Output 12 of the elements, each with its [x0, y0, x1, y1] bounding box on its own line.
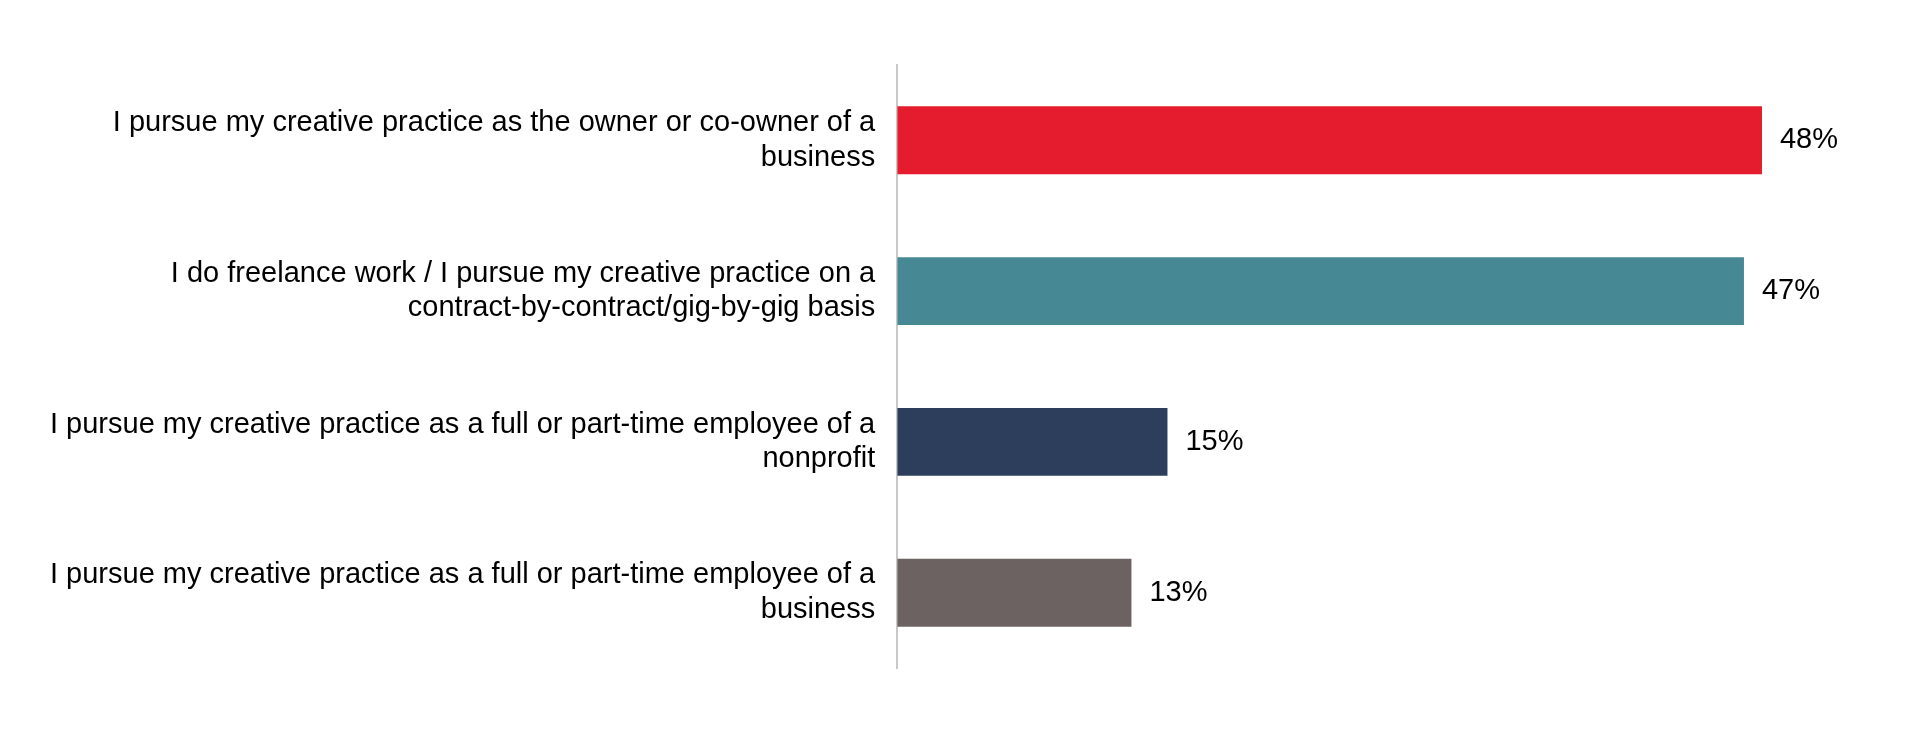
y-tick-label: I do freelance work / I pursue my creative practice on a contract-by-contract/gig-by-gig basis	[170, 255, 877, 323]
bar	[897, 106, 1762, 175]
bar	[897, 407, 1168, 476]
data-label: 48%	[1779, 122, 1839, 155]
y-tick-label: I pursue my creative practice as a full or part-time employee of a nonprofit	[49, 406, 877, 474]
bar	[897, 257, 1744, 326]
data-label: 13%	[1149, 574, 1208, 607]
y-tick-label: I pursue my creative practice as a full or part-time employee of a business	[49, 557, 877, 625]
bar	[897, 558, 1132, 627]
data-label: 15%	[1185, 423, 1244, 456]
data-label: 47%	[1761, 273, 1820, 306]
y-tick-label: I pursue my creative practice as the owner or co-owner of a business	[112, 104, 877, 172]
